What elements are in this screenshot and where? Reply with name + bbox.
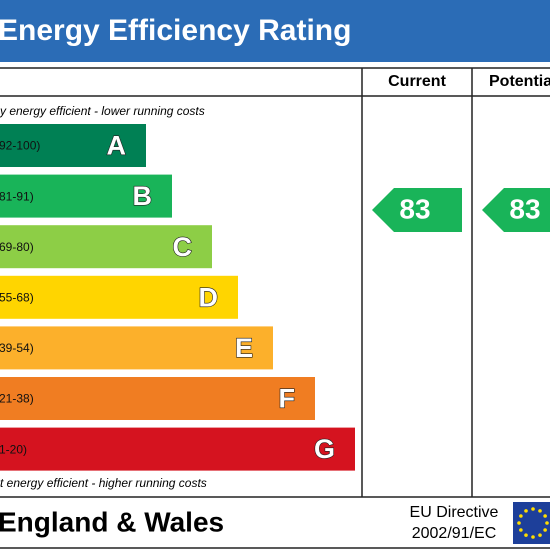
- header-bar: [0, 0, 550, 62]
- band-letter: C: [173, 232, 193, 262]
- band-range: 55-68): [0, 290, 34, 304]
- current-arrow: [372, 188, 462, 232]
- title: Energy Efficiency Rating: [0, 14, 351, 47]
- eu-stars: [517, 507, 549, 539]
- eu-star: [524, 533, 528, 537]
- band-bar: [0, 124, 146, 167]
- eu-star: [531, 507, 535, 511]
- band-letter: D: [199, 282, 219, 312]
- potential-header: Potentia: [489, 73, 550, 90]
- eu-star: [524, 509, 528, 513]
- band-bar: [0, 174, 172, 218]
- band-range: 81-91): [0, 189, 34, 203]
- band-bar: [0, 427, 355, 471]
- eu-star: [531, 535, 535, 539]
- eu-star: [517, 521, 521, 525]
- directive-line2: 2002/91/EC: [412, 525, 497, 542]
- potential-arrow: [482, 188, 550, 232]
- region: England & Wales: [0, 506, 224, 537]
- band-letter: G: [314, 434, 335, 464]
- current-header: Current: [388, 73, 446, 90]
- band-range: 69-80): [0, 240, 34, 254]
- band-letter: B: [133, 181, 153, 211]
- eu-star: [519, 528, 523, 532]
- band-range: 92-100): [0, 139, 40, 153]
- current-rating: 83: [399, 193, 430, 224]
- band-letter: F: [279, 384, 296, 414]
- band-letter: E: [235, 333, 253, 363]
- band-range: 1-20): [0, 442, 27, 456]
- band-letter: A: [107, 131, 127, 161]
- eu-star: [545, 521, 549, 525]
- bands: 92-100) A 81-91) B 69-80) C 55-68) D 39-54) E 21-3…: [0, 124, 355, 471]
- frame: [0, 67, 550, 549]
- directive-line1: EU Directive: [410, 504, 499, 521]
- band-bar: [0, 326, 273, 370]
- eu-star: [543, 528, 547, 532]
- eu-star: [519, 514, 523, 518]
- eu-star: [543, 514, 547, 518]
- band-range: 21-38): [0, 392, 34, 406]
- band-bar: [0, 275, 238, 319]
- top-note: y energy efficient - lower running costs: [0, 104, 205, 118]
- band-range: 39-54): [0, 341, 34, 355]
- eu-star: [538, 533, 542, 537]
- band-bar: [0, 377, 315, 420]
- eu-star: [538, 509, 542, 513]
- bottom-note: t energy efficient - higher running cost…: [0, 476, 207, 490]
- band-bar: [0, 225, 212, 269]
- potential-rating: 83: [509, 193, 540, 224]
